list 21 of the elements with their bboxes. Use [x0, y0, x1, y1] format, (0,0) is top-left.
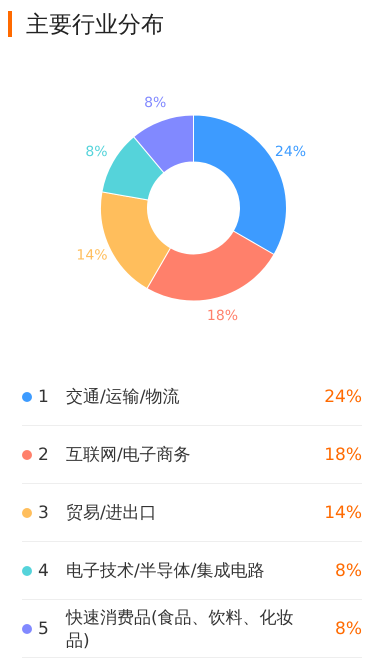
legend-label: 快速消费品(食品、饮料、化妆品): [66, 600, 312, 658]
data-label: 24%: [274, 144, 306, 160]
text: 24%: [324, 386, 362, 406]
text: 4: [38, 560, 49, 580]
chart-title: 主要行业分布: [26, 10, 164, 40]
legend-label: 贸易/进出口: [66, 484, 312, 542]
text: 8%: [335, 560, 362, 580]
text: 5: [38, 618, 49, 638]
legend-label: 互联网/电子商务: [66, 426, 312, 484]
text: 1: [38, 386, 49, 406]
text: 2: [38, 444, 49, 464]
text: 8%: [335, 618, 362, 638]
data-label: 14%: [76, 247, 108, 264]
text: 14%: [324, 502, 362, 522]
data-label: 8%: [85, 144, 108, 160]
data-label: 8%: [144, 94, 166, 111]
text: 3: [38, 502, 49, 522]
text: 18%: [324, 444, 362, 464]
legend-label: 交通/运输/物流: [66, 368, 312, 426]
data-label: 18%: [206, 308, 238, 324]
legend-label: 电子技术/半导体/集成电路: [66, 542, 312, 600]
